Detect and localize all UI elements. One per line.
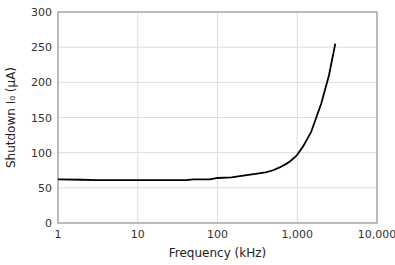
y-axis-label: Shutdown I₀ (μA) xyxy=(4,67,18,168)
y-grid-line xyxy=(58,152,377,153)
chart-container: 1 10 100 1,000 10,000 0 50 100 150 200 250 300 Frequ… xyxy=(0,0,395,265)
plot-area xyxy=(58,44,335,180)
x-tick-label: 1,000 xyxy=(282,228,314,241)
data-line xyxy=(58,44,335,180)
y-tick-label: 150 xyxy=(31,112,52,125)
x-tick-label: 1 xyxy=(55,228,62,241)
y-grid-line xyxy=(58,187,377,188)
plot-frame xyxy=(58,12,377,223)
axes: 1 10 100 1,000 10,000 0 50 100 150 200 250 300 Frequ… xyxy=(4,6,395,260)
y-tick-label: 0 xyxy=(45,217,52,230)
chart: 1 10 100 1,000 10,000 0 50 100 150 200 250 300 Frequ… xyxy=(0,0,395,265)
y-grid-line xyxy=(58,82,377,83)
y-grid-line xyxy=(58,117,377,118)
x-tick-label: 100 xyxy=(207,228,228,241)
y-tick-label: 50 xyxy=(38,182,52,195)
y-tick-label: 300 xyxy=(31,6,52,19)
x-axis-label: Frequency (kHz) xyxy=(169,246,266,260)
y-tick-label: 250 xyxy=(31,41,52,54)
y-grid-line xyxy=(58,47,377,48)
x-tick-label: 10 xyxy=(131,228,145,241)
y-tick-label: 200 xyxy=(31,76,52,89)
grid xyxy=(58,12,377,223)
y-tick-label: 100 xyxy=(31,147,52,160)
x-tick-label: 10,000 xyxy=(358,228,395,241)
